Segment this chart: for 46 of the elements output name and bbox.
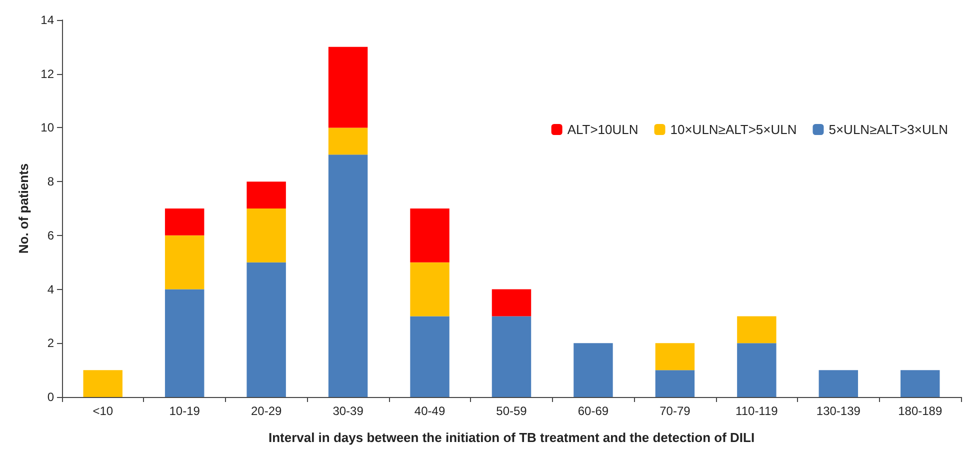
bar (164, 289, 204, 397)
bar (246, 182, 286, 208)
bar (164, 235, 204, 290)
bar (492, 316, 532, 397)
y-tick-label: 8 (47, 174, 54, 189)
x-tick-label: 180-189 (898, 404, 942, 418)
bar (164, 208, 204, 236)
x-tick-label: <10 (92, 404, 114, 418)
x-tick-label: 110-119 (736, 404, 778, 418)
bar (737, 316, 776, 344)
bar (574, 343, 613, 397)
y-tick-label: 0 (47, 390, 54, 404)
bar (818, 370, 858, 397)
bar (410, 208, 450, 262)
x-axis-title: Interval in days between the initiation of TB treatment and the detection of DILI (268, 430, 755, 445)
y-axis-title: No. of patients (16, 163, 31, 254)
y-tick-label: 14 (40, 13, 54, 27)
x-tick-label: 30-39 (332, 404, 364, 418)
x-tick-label: 20-29 (250, 404, 282, 418)
x-tick-label: 40-49 (414, 404, 446, 418)
x-tick-label: 130-139 (816, 404, 861, 418)
bar (328, 46, 368, 128)
y-tick-label: 12 (40, 66, 54, 81)
bar (328, 128, 368, 155)
bar (737, 343, 776, 397)
bar (900, 370, 940, 397)
legend-label: 5×ULN≥ALT>3×ULN (828, 122, 948, 137)
y-tick-label: 2 (47, 336, 54, 350)
bar (655, 370, 695, 397)
bar (655, 343, 695, 370)
legend-label: ALT>10ULN (567, 122, 638, 137)
y-tick-label: 4 (47, 282, 54, 296)
bar (83, 370, 122, 397)
x-tick-label: 60-69 (578, 404, 609, 418)
bar (246, 262, 286, 397)
x-tick-label: 70-79 (660, 404, 691, 418)
bar (410, 316, 450, 397)
x-tick-label: 10-19 (169, 404, 200, 418)
y-tick-label: 6 (47, 228, 54, 242)
legend-label: 10×ULN≥ALT>5×ULN (670, 122, 797, 137)
bar (328, 154, 368, 397)
x-tick-label: 50-59 (496, 404, 528, 418)
bar (246, 208, 286, 262)
bar (410, 262, 450, 316)
bar (492, 289, 532, 316)
y-tick-label: 10 (40, 120, 54, 135)
